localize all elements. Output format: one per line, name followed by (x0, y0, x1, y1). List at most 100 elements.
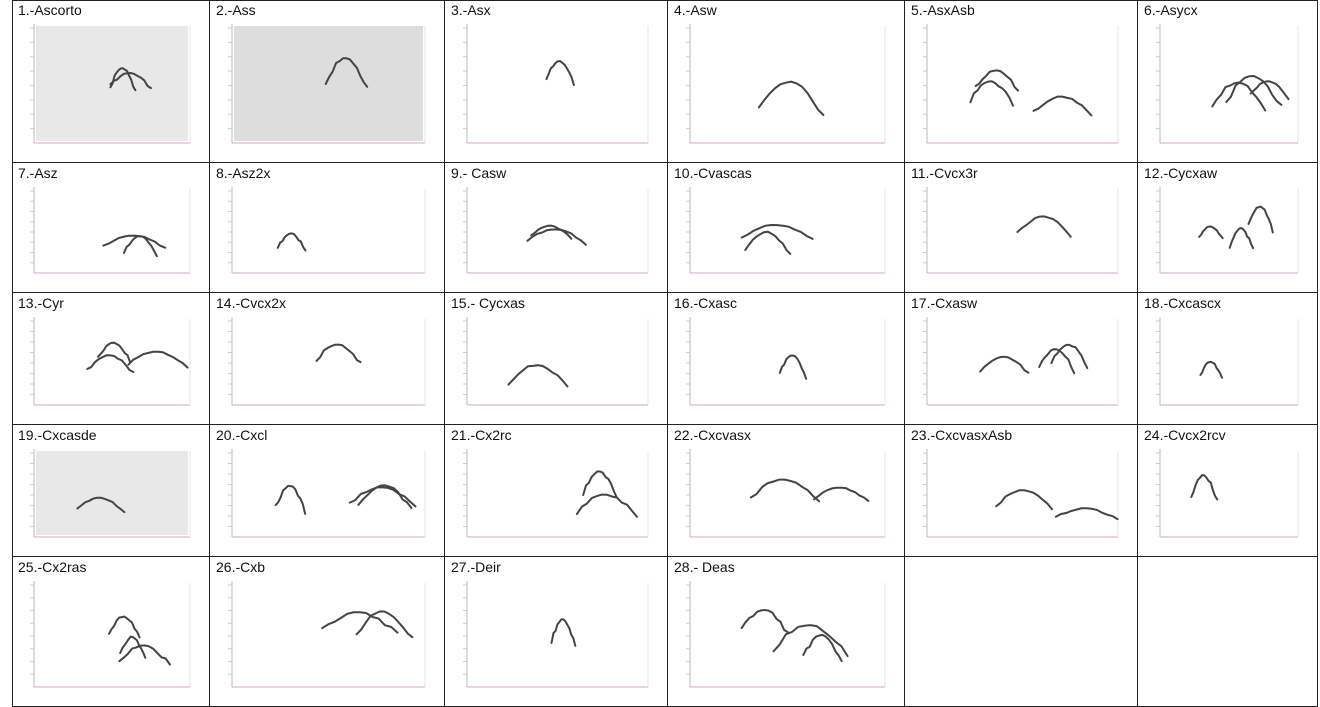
cell-label: 7.-Asz (18, 165, 58, 181)
call-trace (1032, 95, 1093, 117)
call-trace (757, 80, 825, 116)
call-trace (550, 618, 577, 647)
call-trace (76, 496, 126, 514)
cell-label: 23.-CxcvasxAsb (911, 427, 1013, 443)
call-trace (749, 478, 821, 503)
call-trace (772, 624, 849, 658)
table-cell: 9.- Casw (445, 163, 668, 293)
table-cell: 4.-Asw (668, 0, 905, 163)
noise (234, 26, 423, 141)
call-trace (102, 234, 167, 249)
cell-label: 27.-Deir (451, 559, 501, 575)
cell-label: 17.-Cxasw (911, 295, 978, 311)
table-cell: 17.-Cxasw (905, 293, 1138, 425)
spectrogram (686, 317, 886, 406)
call-trace (1228, 227, 1255, 250)
call-trace (122, 235, 158, 258)
call-trace (86, 354, 135, 373)
spectrogram (1156, 24, 1299, 144)
spectrogram (30, 449, 191, 538)
cell-label: 9.- Casw (451, 165, 507, 181)
call-trace (778, 354, 808, 380)
spectrogram (30, 24, 191, 144)
cell-label: 4.-Asw (674, 2, 717, 18)
cell-label: 21.-Cx2rc (451, 427, 512, 443)
spectrogram (1156, 449, 1299, 538)
call-trace (974, 69, 1019, 92)
call-trace (507, 364, 569, 388)
spectrogram (923, 187, 1119, 274)
table-cell: 22.-Cxcvasx (668, 425, 905, 557)
call-trace (355, 610, 414, 639)
call-trace (315, 343, 362, 364)
cell-label: 6.-Asycx (1144, 2, 1198, 18)
spectrogram (923, 449, 1119, 538)
call-trace (969, 80, 1014, 107)
call-trace (276, 232, 307, 252)
cell-label: 3.-Asx (451, 2, 491, 18)
spectrogram (228, 581, 426, 688)
table-cell: 10.-Cvascas (668, 163, 905, 293)
spectrogram (923, 317, 1119, 406)
call-trace (575, 493, 638, 518)
spectrogram (686, 187, 886, 274)
table-cell: 28.- Deas (668, 557, 905, 707)
cell-label: 26.-Cxb (216, 559, 266, 575)
table-cell: 19.-Cxcasde (12, 425, 210, 557)
cell-label: 18.-Cxcascx (1144, 295, 1222, 311)
cell-label: 12.-Cycxaw (1144, 165, 1218, 181)
table-cell: 23.-CxcvasxAsb (905, 425, 1138, 557)
cell-label: 5.-AsxAsb (911, 2, 975, 18)
spectrogram (923, 24, 1119, 144)
call-trace (1038, 348, 1076, 375)
spectrogram (463, 317, 649, 406)
call-trace (526, 228, 587, 246)
table-cell: 15.- Cycxas (445, 293, 668, 425)
spectrogram (228, 24, 426, 144)
cell-label: 15.- Cycxas (451, 295, 525, 311)
table-cell: 20.-Cxcl (210, 425, 445, 557)
spectrogram (463, 24, 649, 144)
table-cell: 16.-Cxasc (668, 293, 905, 425)
call-trace (1247, 205, 1274, 234)
spectrogram (1156, 187, 1299, 274)
call-trace (1190, 474, 1219, 501)
spectrogram (463, 187, 649, 274)
table-cell: 25.-Cx2ras (12, 557, 210, 707)
table-cell: 5.-AsxAsb (905, 0, 1138, 163)
table-cell: 8.-Asz2x (210, 163, 445, 293)
table-cell: 21.-Cx2rc (445, 425, 668, 557)
call-trace (97, 341, 132, 364)
table-cell: 12.-Cycxaw (1138, 163, 1318, 293)
call-trace (582, 470, 618, 499)
table-cell: 11.-Cvcx3r (905, 163, 1138, 293)
table-cell: 6.-Asycx (1138, 0, 1318, 163)
cell-label: 25.-Cx2ras (18, 559, 87, 575)
table-frame (12, 0, 1318, 707)
call-trace (119, 635, 147, 659)
call-trace (108, 615, 141, 639)
cell-label: 28.- Deas (674, 559, 735, 575)
spectrogram (30, 581, 191, 688)
spectrogram (463, 581, 649, 688)
cell-label: 1.-Ascorto (18, 2, 82, 18)
call-trace (348, 486, 417, 508)
spectrogram (30, 187, 191, 274)
cell-label: 24.-Cvcx2rcv (1144, 427, 1226, 443)
call-trace (740, 608, 790, 634)
cell-label: 11.-Cvcx3r (911, 165, 978, 181)
spectrogram (228, 449, 426, 538)
spectrogram (1156, 317, 1299, 406)
call-trace (1198, 225, 1224, 240)
call-trace (1249, 80, 1290, 101)
spectrogram (228, 317, 426, 406)
call-trace (813, 486, 870, 502)
call-trace (109, 67, 137, 92)
call-trace (744, 230, 792, 255)
call-trace (1016, 215, 1072, 238)
call-trace (1199, 360, 1223, 379)
call-trace (530, 224, 573, 240)
call-trace (802, 633, 843, 663)
call-trace (1225, 74, 1283, 106)
